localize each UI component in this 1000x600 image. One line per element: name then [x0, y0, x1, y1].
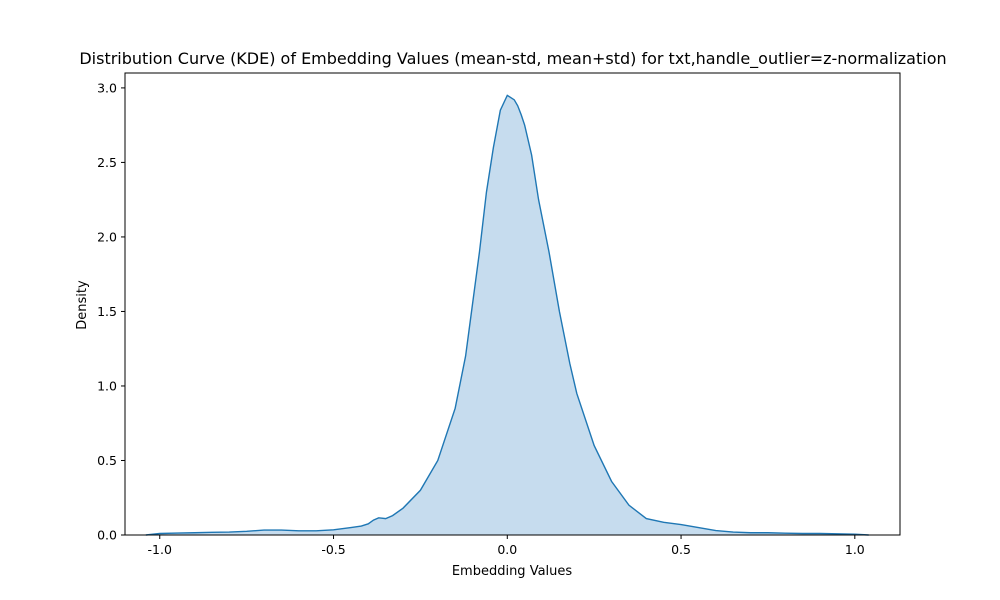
y-tick-label: 3.0	[97, 80, 117, 95]
y-tick-label: 2.5	[97, 155, 117, 170]
chart-title: Distribution Curve (KDE) of Embedding Va…	[79, 49, 946, 69]
y-tick-label: 0.5	[97, 453, 117, 468]
x-tick-label: 0.0	[497, 542, 517, 557]
y-tick-label: 0.0	[97, 528, 117, 543]
x-tick-label: -0.5	[321, 542, 345, 557]
plot-frame	[124, 72, 901, 536]
x-tick-label: 0.5	[671, 542, 691, 557]
density-area-fill	[145, 95, 869, 535]
y-axis-ticks: 0.0 0.5 1.0 1.5 2.0 2.5 3.0	[97, 80, 125, 543]
y-tick-label: 1.5	[97, 304, 117, 319]
x-axis-ticks: -1.0 -0.5 0.0 0.5 1.0	[148, 535, 865, 557]
y-tick-label: 2.0	[97, 229, 117, 244]
x-tick-label: 1.0	[845, 542, 865, 557]
y-axis-label: Density	[75, 280, 90, 330]
plot-area	[145, 94, 869, 536]
density-curve-line	[145, 94, 869, 536]
x-tick-label: -1.0	[148, 542, 172, 557]
y-tick-label: 1.0	[97, 378, 117, 393]
x-axis-label: Embedding Values	[452, 564, 573, 579]
